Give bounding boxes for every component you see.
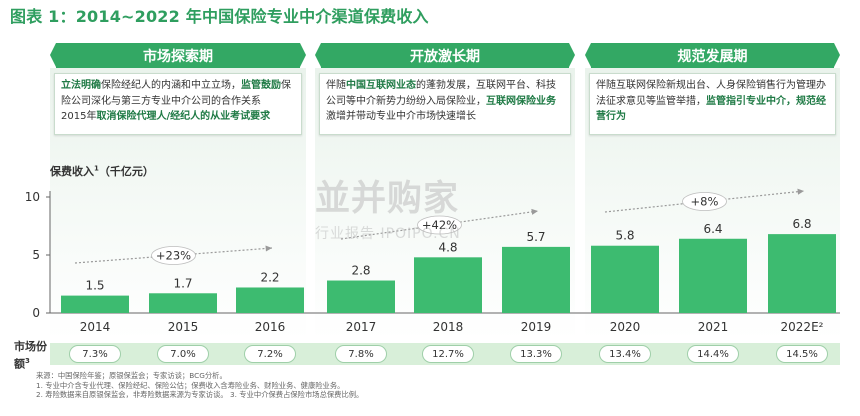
growth-badge bbox=[417, 215, 462, 235]
market-share-value: 13.4% bbox=[599, 345, 651, 363]
phase-description-regulation: 伴随互联网保险新规出台、人身保险销售行为管理办法征求意见等监管举措，监管指引专业… bbox=[589, 73, 836, 135]
x-tick-label: 2017 bbox=[346, 320, 377, 334]
data-label: 1.7 bbox=[173, 276, 192, 290]
data-label: 6.4 bbox=[703, 222, 722, 236]
footnote-2-3: 2. 寿险数据来自原银保监会，非寿险数据来源为专家访谈。 3. 专业中介保费占保… bbox=[36, 390, 364, 400]
growth-annotation: +8% bbox=[691, 195, 719, 209]
bar-2020 bbox=[591, 245, 659, 313]
growth-badge bbox=[151, 246, 196, 265]
data-label: 4.8 bbox=[438, 240, 457, 254]
growth-arrow-head bbox=[531, 208, 538, 215]
market-share-value: 7.0% bbox=[157, 345, 209, 363]
growth-badge bbox=[682, 192, 727, 211]
market-share-label: 市场份额3 bbox=[14, 340, 47, 371]
growth-arrow-head bbox=[265, 245, 272, 252]
x-tick-label: 2016 bbox=[255, 320, 286, 334]
phase-description-growth: 伴随中国互联网业态的蓬勃发展，互联网平台、科技公司等中介新势力纷纷入局保险业，互… bbox=[319, 73, 571, 135]
x-tick-label: 2015 bbox=[168, 320, 199, 334]
y-tick-label: 5 bbox=[32, 248, 40, 262]
phase-description-exploration: 立法明确保险经纪人的内涵和中立立场，监管鼓励保险公司深化与第三方专业中介公司的合… bbox=[54, 73, 302, 135]
page-title: 图表 1：2014~2022 年中国保险专业中介渠道保费收入 bbox=[10, 7, 429, 26]
y-tick-label: 10 bbox=[25, 190, 40, 204]
footnote-1: 1. 专业中介含专业代理、保险经纪、保险公估；保费收入含寿险业务、财险业务、健康… bbox=[36, 380, 345, 390]
y-axis-label: 保费收入1（千亿元） bbox=[50, 164, 154, 178]
data-label: 1.5 bbox=[85, 279, 104, 293]
data-label: 5.7 bbox=[526, 230, 545, 244]
data-label: 6.8 bbox=[792, 217, 811, 231]
bar-2021 bbox=[679, 238, 747, 313]
bar-2018 bbox=[414, 257, 482, 313]
phase-header-exploration: 市场探索期 bbox=[50, 43, 306, 68]
footnotes: 来源：中国保险年鉴；原银保监会；专家访谈；BCG分析。 1. 专业中介含专业代理… bbox=[36, 371, 363, 400]
x-tick-label: 2018 bbox=[433, 320, 464, 334]
phase-header-regulation: 规范发展期 bbox=[585, 43, 840, 68]
market-share-value: 14.5% bbox=[776, 345, 828, 363]
data-label: 2.8 bbox=[351, 264, 370, 278]
bar-2017 bbox=[327, 280, 395, 313]
y-tick-label: 0 bbox=[32, 306, 40, 320]
phase-header-growth: 开放激长期 bbox=[315, 43, 575, 68]
x-tick-label: 2014 bbox=[80, 320, 111, 334]
growth-arrow-line bbox=[74, 247, 273, 264]
x-tick-label: 2019 bbox=[521, 320, 552, 334]
source-note: 来源：中国保险年鉴；原银保监会；专家访谈；BCG分析。 bbox=[36, 371, 227, 380]
x-tick-label: 2021 bbox=[698, 320, 729, 334]
growth-arrow-line bbox=[340, 210, 539, 240]
growth-annotation: +23% bbox=[156, 249, 191, 263]
bar-2019 bbox=[502, 246, 570, 313]
market-share-value: 13.3% bbox=[510, 345, 562, 363]
market-share-value: 7.3% bbox=[69, 345, 121, 363]
x-tick-label: 2022E² bbox=[781, 320, 824, 334]
growth-arrow-head bbox=[797, 188, 804, 195]
data-label: 5.8 bbox=[615, 229, 634, 243]
bar-2016 bbox=[236, 287, 304, 313]
bar-2015 bbox=[149, 293, 217, 313]
market-share-value: 12.7% bbox=[422, 345, 474, 363]
growth-annotation: +42% bbox=[422, 218, 457, 232]
market-share-value: 7.8% bbox=[335, 345, 387, 363]
market-share-value: 7.2% bbox=[244, 345, 296, 363]
bar-2014 bbox=[61, 295, 129, 313]
data-label: 2.2 bbox=[260, 270, 279, 284]
bar-2022E² bbox=[768, 234, 836, 313]
market-share-value: 14.4% bbox=[687, 345, 739, 363]
x-tick-label: 2020 bbox=[610, 320, 641, 334]
